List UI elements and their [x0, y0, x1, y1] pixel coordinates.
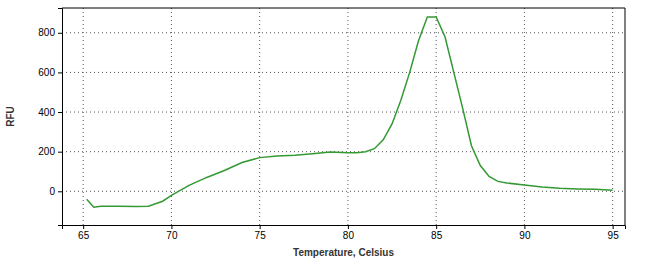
tick-label: 75: [255, 230, 267, 241]
grid-line: [83, 8, 84, 225]
tick: 75: [255, 225, 267, 241]
tick-mark: [436, 225, 437, 229]
series: [87, 17, 613, 207]
tick-label: 800: [38, 27, 55, 38]
tick-label: 400: [38, 107, 55, 118]
grid-line: [62, 72, 625, 73]
axis-line: [63, 226, 626, 230]
tick-mark: [524, 225, 525, 229]
line: [87, 17, 613, 207]
grid: [62, 8, 625, 225]
axis-line: [58, 9, 63, 226]
grid-line: [259, 8, 260, 225]
x-axis: 65 70 75 80 85 90 95: [63, 225, 626, 241]
tick-mark: [58, 112, 62, 113]
frame: [625, 8, 626, 225]
tick-mark: [83, 225, 84, 229]
grid-line: [436, 8, 437, 225]
tick: 95: [608, 225, 620, 241]
tick: 80: [343, 225, 355, 241]
grid-line: [62, 32, 625, 33]
tick-label: 95: [608, 230, 620, 241]
tick-mark: [58, 72, 62, 73]
tick-label: 65: [78, 230, 90, 241]
tick-mark: [348, 225, 349, 229]
tick-mark: [58, 191, 62, 192]
tick-mark: [171, 225, 172, 229]
y-axis-title: RFU: [5, 106, 16, 127]
frame: [62, 8, 625, 9]
tick-label: 70: [166, 230, 178, 241]
grid-line: [612, 8, 613, 225]
tick-mark: [260, 225, 261, 229]
grid-line: [347, 8, 348, 225]
tick: 70: [166, 225, 178, 241]
chart: 65 70 75 80 85 90 95 0 200 400 600 800 Temperature, …: [0, 0, 653, 260]
tick: 200: [38, 146, 62, 157]
tick: 90: [519, 225, 531, 241]
tick: 600: [38, 67, 62, 78]
tick: 400: [38, 107, 62, 118]
tick-label: 85: [431, 230, 443, 241]
grid-line: [171, 8, 172, 225]
plot: 65 70 75 80 85 90 95 0 200 400 600 800: [38, 8, 625, 241]
tick-label: 0: [49, 186, 55, 197]
y-axis: 0 200 400 600 800: [38, 9, 62, 226]
tick-mark: [613, 225, 614, 229]
tick-label: 600: [38, 67, 55, 78]
grid-line: [62, 191, 625, 192]
x-axis-title: Temperature, Celsius: [293, 247, 394, 258]
grid-line: [524, 8, 525, 225]
tick: 800: [38, 27, 62, 38]
tick: 85: [431, 225, 443, 241]
tick-label: 200: [38, 146, 55, 157]
tick-mark: [58, 33, 62, 34]
tick-label: 80: [343, 230, 355, 241]
tick: 65: [78, 225, 90, 241]
tick-mark: [58, 152, 62, 153]
tick-label: 90: [519, 230, 531, 241]
tick: 0: [49, 186, 62, 197]
grid-line: [62, 112, 625, 113]
